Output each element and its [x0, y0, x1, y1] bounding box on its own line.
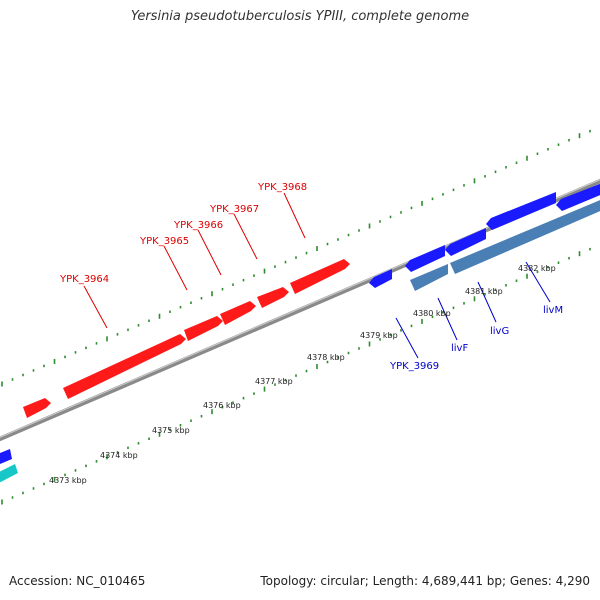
tick-label: 4378 kbp: [307, 353, 345, 362]
gene-arrow[interactable]: [450, 198, 600, 274]
tick-label: 4374 kbp: [100, 451, 138, 460]
gene-label-livm: livM: [543, 305, 563, 316]
gene-labels: YPK_3964 YPK_3965 YPK_3966 YPK_3967 YPK_…: [59, 182, 563, 372]
gene-arrow[interactable]: [410, 264, 448, 291]
gene-arrow-ypk-3965[interactable]: [184, 316, 223, 341]
tick-label: 4375 kbp: [152, 426, 190, 435]
gene-label-ypk-3966: YPK_3966: [173, 220, 223, 231]
gene-label-ypk-3968: YPK_3968: [257, 182, 307, 193]
tick-label: 4376 kbp: [203, 401, 241, 410]
accession-text: Accession: NC_010465: [9, 574, 146, 588]
gene-arrow-livg[interactable]: [445, 228, 486, 256]
gc-skew-ticks: [1, 129, 591, 505]
gene-arrow-ypk-3966[interactable]: [220, 301, 256, 325]
gene-label-livg: livG: [490, 326, 509, 337]
forward-genes: [23, 259, 350, 418]
tick-labels: 4373 kbp 4374 kbp 4375 kbp 4376 kbp 4377…: [49, 264, 556, 485]
gene-label-ypk-3964: YPK_3964: [59, 274, 109, 285]
gene-label-ypk-3969: YPK_3969: [389, 361, 439, 372]
gene-arrow[interactable]: [0, 449, 12, 466]
tick-label: 4377 kbp: [255, 377, 293, 386]
gene-label-livf: livF: [451, 343, 468, 354]
gene-arrow[interactable]: [0, 464, 18, 485]
tick-label: 4382 kbp: [518, 264, 556, 273]
tick-label: 4381 kbp: [465, 287, 503, 296]
gene-arrow-ypk-3968[interactable]: [290, 259, 350, 294]
tick-label: 4380 kbp: [413, 309, 451, 318]
map-title: Yersinia pseudotuberculosis YPIII, compl…: [130, 9, 470, 24]
topology-text: Topology: circular; Length: 4,689,441 bp…: [260, 574, 590, 588]
gene-label-ypk-3967: YPK_3967: [209, 204, 259, 215]
gene-arrow-livm[interactable]: [486, 192, 556, 230]
gene-label-ypk-3965: YPK_3965: [139, 236, 189, 247]
gene-arrow[interactable]: [23, 398, 51, 418]
gene-arrow-ypk-3967[interactable]: [257, 287, 289, 308]
gene-arrow-livf[interactable]: [405, 245, 445, 272]
tick-label: 4379 kbp: [360, 331, 398, 340]
label-leaders: [83, 192, 551, 359]
gene-arrow-ypk-3964[interactable]: [63, 334, 186, 399]
gene-arrow-ypk-3969[interactable]: [369, 269, 392, 288]
reverse-genes: [0, 182, 600, 485]
tick-label: 4373 kbp: [49, 476, 87, 485]
gene-arrow[interactable]: [556, 182, 600, 211]
